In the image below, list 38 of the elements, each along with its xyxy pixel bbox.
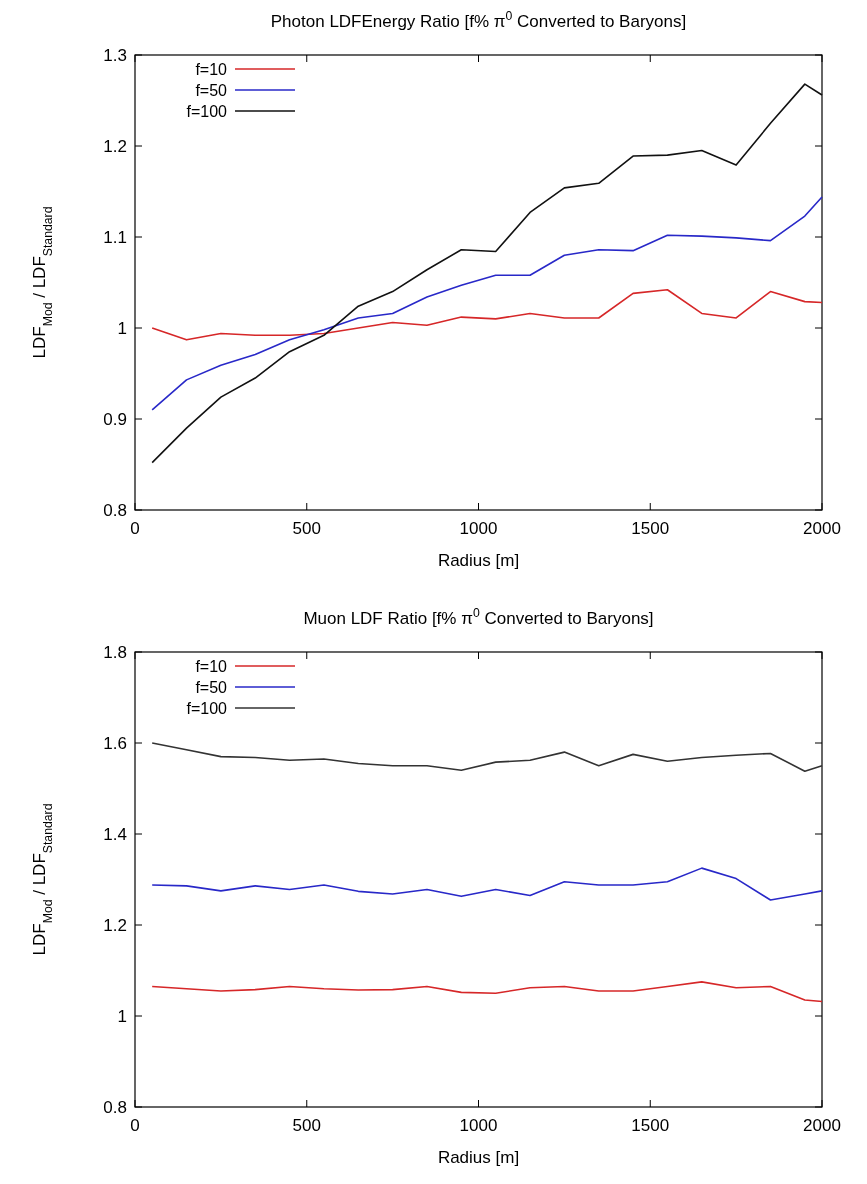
line-series — [151, 867, 823, 901]
legend-label: f=10 — [195, 658, 228, 675]
y-tick-label: 1 — [117, 319, 127, 338]
chart-title: Muon LDF Ratio [f% π$^{0}$ Converted to Baryons] — [303, 606, 654, 628]
x-tick-label: 500 — [292, 1116, 321, 1135]
x-tick-label: 500 — [292, 519, 321, 538]
y-tick-label: 0.8 — [103, 1098, 127, 1117]
line-series — [151, 742, 823, 773]
y-tick-label: 0.8 — [103, 501, 127, 520]
x-axis-title: Radius [m] — [437, 1148, 520, 1167]
x-tick-label: 1500 — [631, 1116, 670, 1135]
x-tick-label: 0 — [130, 519, 140, 538]
y-tick-label: 0.9 — [103, 410, 127, 429]
legend-label: f=100 — [186, 103, 228, 120]
y-tick-label: 1.2 — [103, 137, 127, 156]
legend-label: f=10 — [195, 61, 228, 78]
x-tick-label: 1000 — [459, 519, 498, 538]
x-tick-label: 2000 — [803, 1116, 841, 1135]
x-tick-label: 1000 — [459, 1116, 498, 1135]
x-tick-label: 1500 — [631, 519, 670, 538]
x-tick-label: 0 — [130, 1116, 140, 1135]
chart-title: Photon LDFEnergy Ratio [f% π$^{0}$ Converted to Baryons] — [270, 9, 687, 31]
legend-label: f=50 — [195, 679, 228, 696]
x-axis-title: Radius [m] — [437, 551, 520, 570]
line-series — [151, 83, 823, 464]
line-series — [151, 981, 823, 1003]
legend-label: f=100 — [186, 700, 228, 717]
y-tick-label: 1 — [117, 1007, 127, 1026]
y-tick-label: 1.3 — [103, 46, 127, 65]
line-series — [151, 196, 823, 411]
x-tick-label: 2000 — [803, 519, 841, 538]
y-tick-label: 1.4 — [103, 825, 127, 844]
y-tick-label: 1.6 — [103, 734, 127, 753]
y-tick-label: 1.2 — [103, 916, 127, 935]
y-tick-label: 1.1 — [103, 228, 127, 247]
legend-label: f=50 — [195, 82, 228, 99]
y-tick-label: 1.8 — [103, 643, 127, 662]
line-series — [151, 288, 823, 341]
